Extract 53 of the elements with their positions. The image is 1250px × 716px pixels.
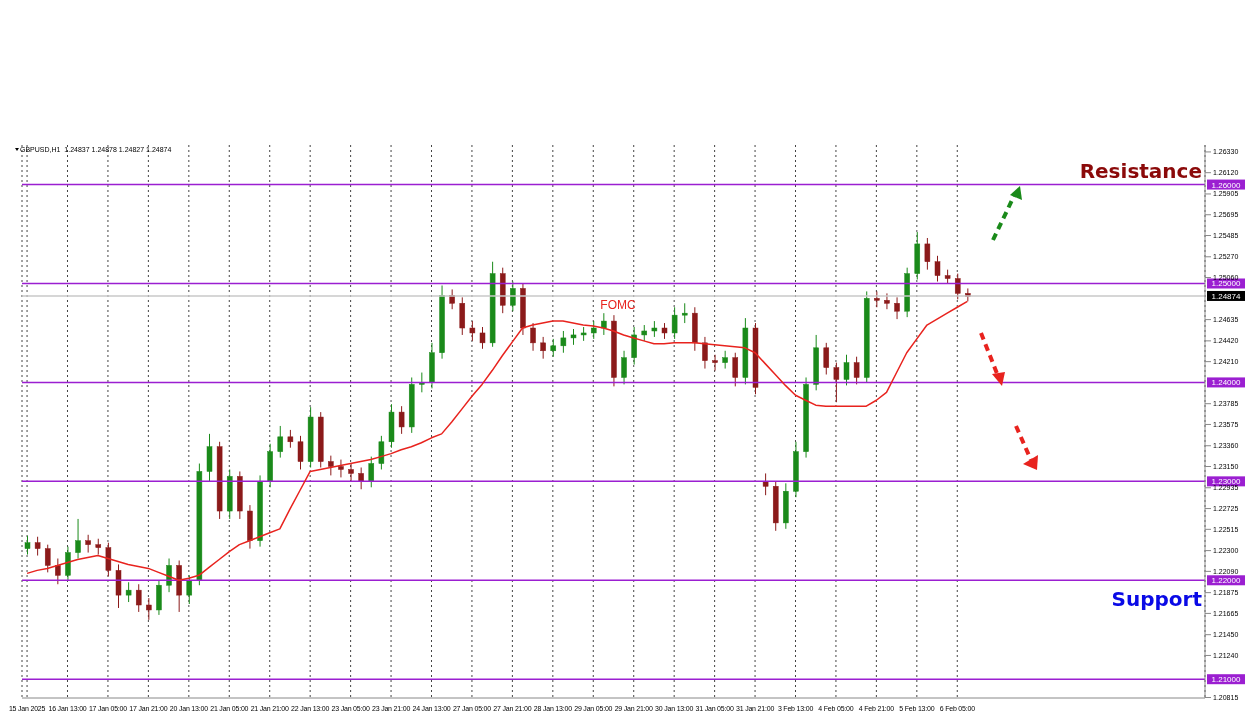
candlestick bbox=[146, 597, 152, 621]
candlestick bbox=[823, 342, 830, 376]
candlestick bbox=[681, 302, 688, 324]
candlestick bbox=[297, 435, 304, 470]
ref-line-label: 1.23000 bbox=[1211, 477, 1242, 487]
ref-line-label: 1.24874 bbox=[1211, 291, 1242, 301]
candlestick bbox=[631, 326, 637, 366]
candlestick bbox=[398, 405, 405, 435]
candlestick bbox=[843, 354, 850, 386]
candlestick bbox=[510, 281, 516, 312]
candlestick bbox=[44, 544, 51, 573]
candlestick bbox=[712, 354, 718, 372]
ref-line-label: 1.24000 bbox=[1211, 378, 1242, 388]
candlestick bbox=[24, 535, 31, 556]
candlestick bbox=[135, 583, 142, 613]
candlestick bbox=[479, 326, 486, 350]
candlestick bbox=[934, 255, 941, 283]
candlestick bbox=[530, 322, 536, 352]
candlestick bbox=[55, 558, 61, 585]
candlestick bbox=[621, 350, 627, 385]
candlestick bbox=[75, 518, 81, 560]
annotation: FOMC bbox=[600, 298, 636, 312]
candlestick bbox=[368, 456, 375, 488]
candlestick bbox=[378, 435, 385, 470]
candlestick bbox=[338, 459, 344, 478]
candlestick bbox=[166, 558, 172, 593]
candlestick bbox=[540, 336, 546, 360]
candlestick bbox=[358, 467, 364, 490]
candlestick bbox=[186, 574, 193, 605]
candlestick bbox=[954, 273, 961, 300]
candlestick bbox=[469, 320, 476, 342]
candlestick bbox=[105, 542, 112, 577]
candlestick bbox=[34, 536, 41, 557]
annotation: Support bbox=[1111, 587, 1203, 611]
ref-line-label: 1.26000 bbox=[1211, 180, 1242, 190]
candlestick bbox=[277, 425, 284, 459]
annotation: Resistance bbox=[1079, 159, 1202, 183]
candlestick bbox=[348, 463, 354, 482]
candlestick bbox=[732, 352, 739, 387]
candlestick bbox=[894, 296, 900, 320]
candlestick bbox=[560, 330, 567, 354]
candlestick bbox=[884, 292, 890, 310]
candlestick bbox=[125, 581, 132, 603]
ref-line-label: 1.22000 bbox=[1211, 576, 1242, 586]
candlestick bbox=[833, 362, 840, 403]
candlestick bbox=[853, 356, 860, 385]
candlestick bbox=[924, 237, 931, 271]
candlestick bbox=[601, 312, 607, 336]
candlestick bbox=[702, 336, 708, 370]
candlestick bbox=[65, 546, 71, 581]
candlestick bbox=[328, 455, 334, 476]
ref-line-label: 1.21000 bbox=[1211, 675, 1242, 685]
candlestick bbox=[671, 306, 678, 340]
